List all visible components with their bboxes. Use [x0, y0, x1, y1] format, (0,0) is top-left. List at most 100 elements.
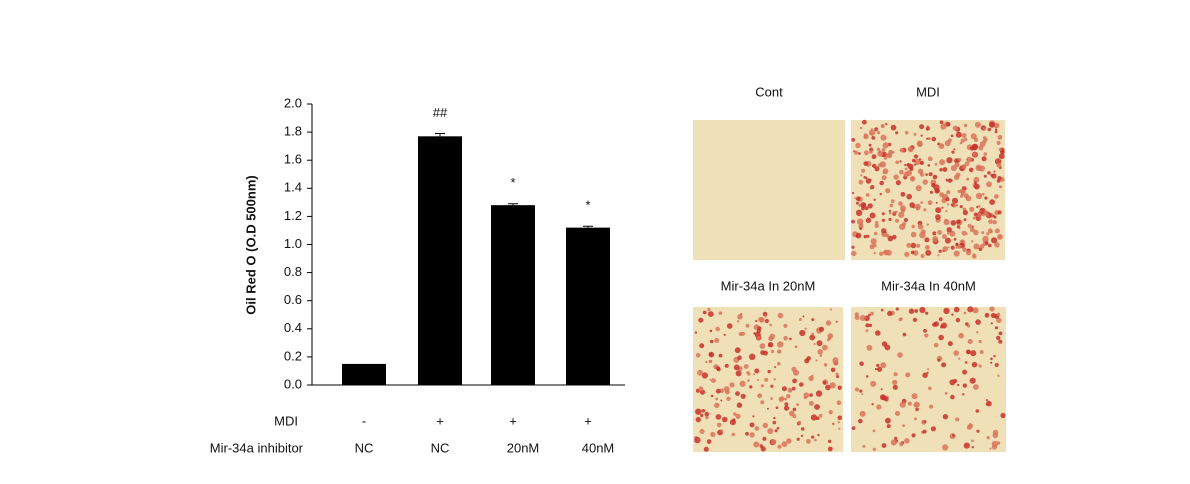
stain-dot — [910, 242, 917, 249]
stain-dot — [783, 323, 788, 328]
stain-dot — [865, 217, 872, 224]
stain-dot — [969, 206, 975, 212]
panel-label: Mir-34a In 40nM — [881, 278, 976, 293]
stain-dot — [988, 243, 992, 248]
stain-dot — [882, 125, 885, 128]
stain-dot — [811, 332, 815, 336]
stain-dot — [757, 379, 760, 381]
stain-dot — [813, 343, 816, 345]
stain-dot — [992, 220, 997, 225]
stain-dot — [928, 386, 932, 391]
stain-dot — [975, 192, 983, 200]
stain-dot — [749, 422, 755, 428]
stain-dot — [927, 137, 931, 141]
stain-dot — [906, 170, 912, 177]
stain-dot — [900, 191, 906, 197]
stain-dot — [855, 142, 861, 149]
stain-dot — [747, 379, 750, 382]
stain-dot — [962, 393, 965, 396]
stain-dot — [715, 366, 721, 371]
stain-dot — [938, 317, 943, 322]
stain-dot — [997, 176, 1002, 181]
stain-dot — [912, 317, 918, 322]
stain-dot — [739, 380, 746, 387]
stain-dot — [916, 243, 921, 248]
stain-dot — [904, 438, 910, 444]
row-value: NC — [431, 440, 450, 455]
stain-dot — [773, 416, 776, 420]
stain-dot — [955, 204, 958, 207]
stain-dot — [971, 144, 978, 151]
stain-dot — [754, 426, 760, 431]
stain-dot — [767, 428, 774, 435]
stain-dot — [786, 438, 792, 444]
stain-dot — [758, 317, 765, 323]
stain-dot — [898, 201, 903, 206]
stain-dot — [718, 311, 723, 315]
stain-dot — [950, 134, 954, 138]
stain-dot — [920, 134, 923, 137]
stain-dot — [905, 372, 911, 378]
stain-dot — [899, 442, 904, 447]
stain-dot — [725, 389, 730, 395]
stain-dot — [877, 150, 884, 157]
stain-dot — [963, 311, 967, 315]
stain-dot — [990, 322, 993, 325]
stain-dot — [962, 383, 967, 388]
stain-dot — [886, 153, 890, 158]
stain-dot — [865, 193, 870, 197]
stain-dot — [884, 344, 891, 351]
stain-dot — [715, 397, 719, 401]
stain-dot — [998, 185, 1003, 189]
stain-dot — [974, 183, 980, 190]
stain-dot — [931, 136, 937, 142]
y-tick-label: 2.0 — [284, 95, 302, 110]
stain-dot — [817, 433, 820, 437]
stain-dot — [942, 234, 947, 239]
stain-dot — [825, 384, 831, 391]
stain-dot — [754, 368, 760, 374]
stain-dot — [979, 350, 984, 354]
stain-dot — [709, 329, 713, 333]
stain-dot — [955, 131, 962, 138]
stain-dot — [944, 140, 951, 147]
stain-dot — [957, 189, 961, 193]
stain-dot — [990, 174, 994, 177]
stain-dot — [753, 373, 756, 376]
stain-dot — [873, 198, 876, 201]
stain-dot — [994, 363, 999, 367]
stain-dot — [709, 359, 713, 363]
stain-dot — [769, 333, 776, 340]
stain-dot — [953, 237, 957, 241]
stain-dot — [996, 335, 1001, 341]
stain-dot — [869, 150, 873, 154]
stain-dot — [867, 203, 873, 209]
stain-dot — [922, 429, 927, 434]
stain-dot — [804, 327, 807, 330]
stain-dot — [865, 176, 868, 180]
stain-dot — [855, 196, 861, 201]
stain-dot — [736, 402, 743, 408]
stain-dot — [987, 127, 992, 132]
stain-dot — [998, 147, 1002, 152]
stain-dot — [997, 374, 1000, 377]
stain-dot — [796, 437, 800, 441]
stain-dot — [734, 347, 741, 354]
stain-dot — [913, 132, 917, 136]
stain-dot — [760, 384, 764, 388]
stain-dot — [917, 223, 924, 230]
stain-dot — [925, 173, 928, 176]
stain-dot — [975, 409, 980, 413]
stain-dot — [715, 388, 721, 394]
stain-dot — [955, 246, 958, 249]
stain-dot — [963, 123, 968, 128]
stain-dot — [925, 311, 929, 315]
stain-dot — [915, 185, 922, 192]
stain-dot — [962, 247, 967, 252]
stain-dot — [870, 380, 877, 387]
stain-dot — [939, 192, 945, 198]
stain-dot — [992, 214, 995, 218]
stain-dot — [858, 418, 863, 424]
stain-dot — [992, 429, 999, 436]
stain-dot — [913, 403, 917, 407]
